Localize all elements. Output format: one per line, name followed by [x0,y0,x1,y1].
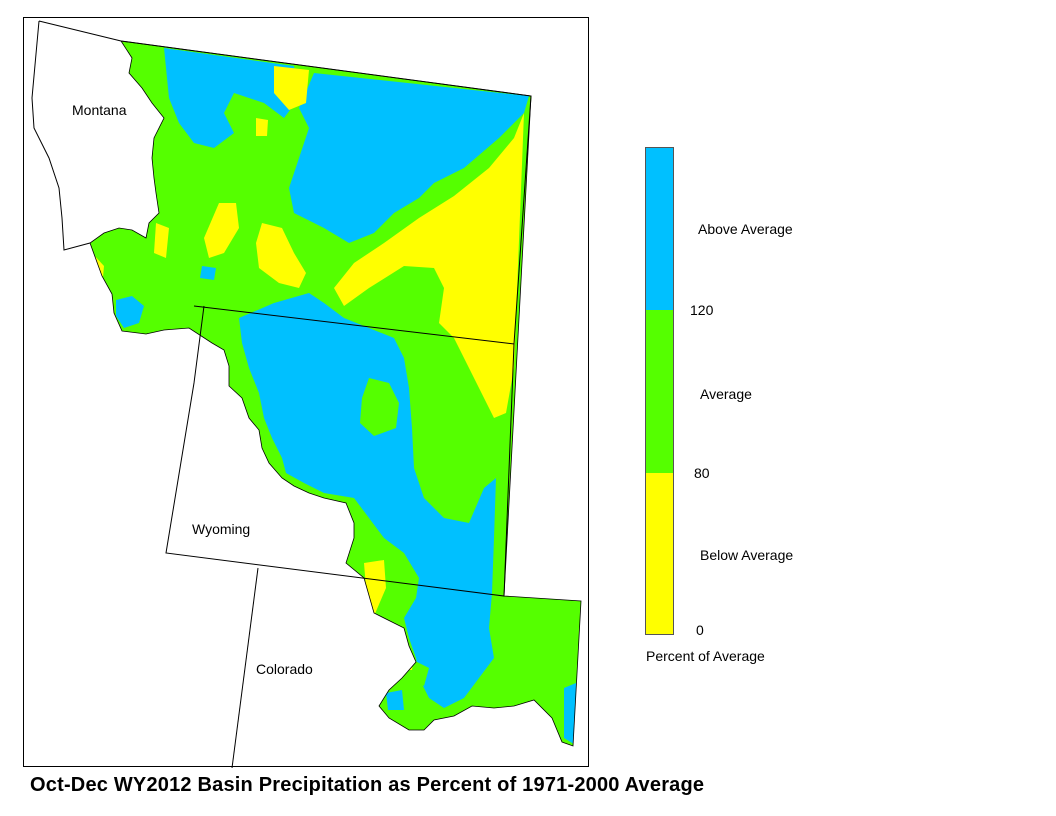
map-frame: Montana Wyoming Colorado [23,17,589,768]
above-average-zone-central [239,293,496,708]
precipitation-map [31,20,582,768]
below-average-zone-north1 [274,66,309,110]
legend-label-below: Below Average [700,547,794,563]
legend-title: Percent of Average [646,648,765,664]
wyoming-boundary [165,305,515,597]
below-average-zone-mid3 [256,118,268,136]
legend-tick-80: 80 [694,465,710,481]
legend-color-bar [645,147,674,635]
state-label-wyoming: Wyoming [192,521,251,537]
average-island-central [360,378,399,436]
above-average-zone-sw [116,296,144,328]
above-average-zone-north [164,48,299,148]
state-label-colorado: Colorado [256,661,313,677]
below-average-zone-south2 [399,656,414,670]
above-average-zone-east-north [289,73,529,243]
map-title: Oct-Dec WY2012 Basin Precipitation as Pe… [30,774,705,796]
legend-swatch-above [646,148,673,310]
legend-tick-120: 120 [690,302,714,318]
basin-outline [89,40,582,747]
below-average-zone-east [334,113,524,418]
average-island-south [409,658,429,686]
legend-swatch-below [646,473,673,634]
montana-boundary [31,20,532,345]
below-average-zone-mid2 [256,223,306,288]
legend-label-above: Above Average [698,221,793,237]
above-average-zone-small2 [386,690,404,710]
precipitation-fill [90,41,581,746]
legend-label-average: Average [700,386,752,402]
colorado-boundary [231,567,259,768]
state-label-montana: Montana [72,102,127,118]
below-average-zone-mid1 [204,203,239,258]
above-average-zone-small1 [200,266,216,280]
legend-swatch-average [646,310,673,473]
legend-tick-0: 0 [696,622,704,638]
below-average-zone-west2 [154,223,169,258]
